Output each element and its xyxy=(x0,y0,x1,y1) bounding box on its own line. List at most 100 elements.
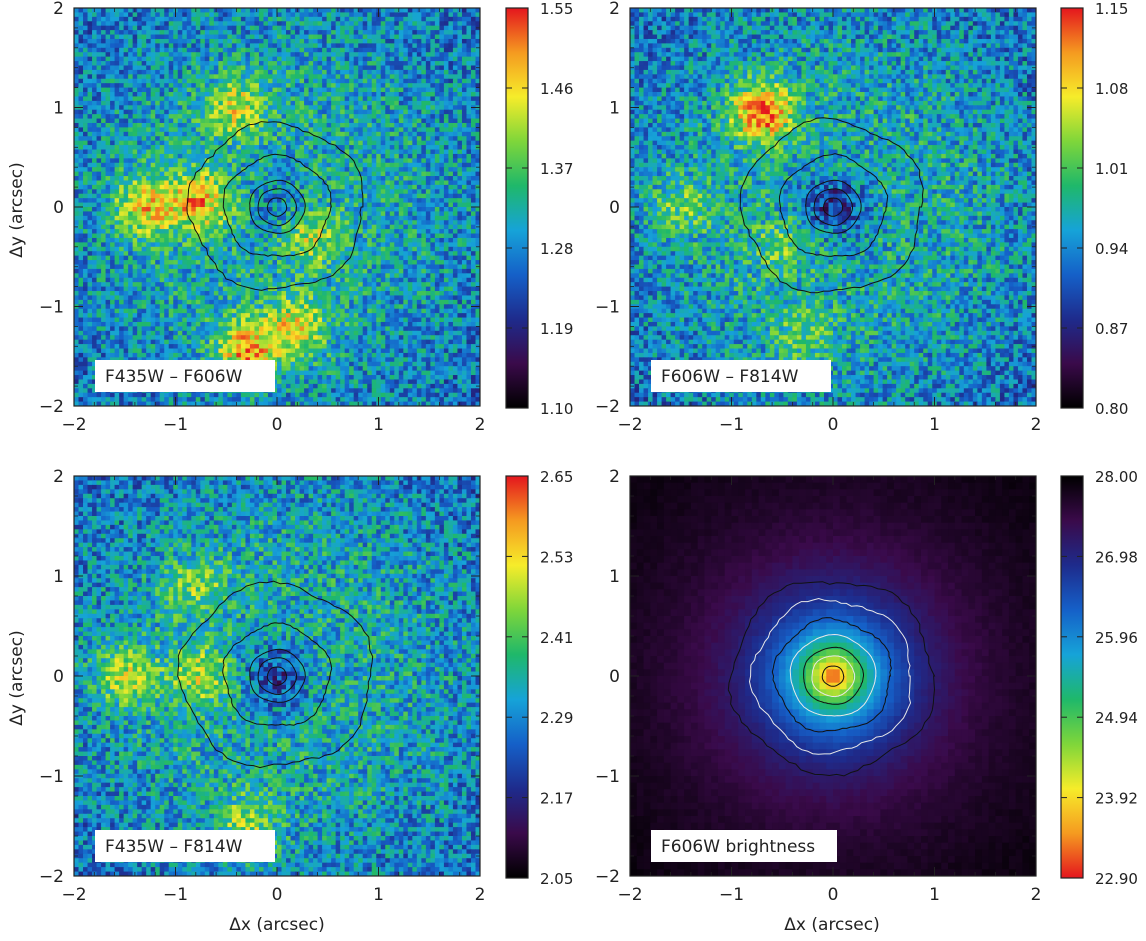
map-cell xyxy=(398,61,404,67)
map-cell xyxy=(443,83,450,89)
map-cell xyxy=(236,25,242,31)
map-cell xyxy=(434,215,440,221)
map-cell xyxy=(398,122,404,128)
map-cell xyxy=(200,105,206,111)
map-cell xyxy=(421,92,427,98)
map-cell xyxy=(371,114,377,120)
map-cell xyxy=(168,189,174,195)
map-cell xyxy=(407,167,413,173)
map-cell xyxy=(227,87,233,93)
map-cell xyxy=(466,215,472,221)
map-cell xyxy=(475,109,480,115)
map-cell xyxy=(209,140,215,146)
map-cell xyxy=(227,47,233,53)
map-cell xyxy=(313,198,319,204)
map-cell xyxy=(240,220,247,226)
map-cell xyxy=(277,189,283,195)
map-cell xyxy=(231,87,237,93)
map-cell xyxy=(412,105,418,111)
map-cell xyxy=(353,87,359,93)
map-cell xyxy=(258,105,265,111)
map-cell xyxy=(475,220,480,226)
map-cell xyxy=(96,12,102,18)
map-cell xyxy=(403,198,409,204)
map-cell xyxy=(119,34,125,40)
map-cell xyxy=(448,83,454,89)
map-cell xyxy=(177,211,183,217)
map-cell xyxy=(475,34,480,40)
map-cell xyxy=(150,34,156,40)
map-cell xyxy=(137,34,143,40)
map-cell xyxy=(439,184,445,190)
map-cell xyxy=(114,224,120,230)
map-cell xyxy=(398,171,404,177)
map-cell xyxy=(425,242,431,248)
map-cell xyxy=(272,198,278,204)
map-cell xyxy=(209,78,215,84)
map-cell xyxy=(74,74,80,80)
map-cell xyxy=(475,180,480,186)
map-cell xyxy=(308,122,314,128)
map-cell xyxy=(434,189,440,195)
map-cell xyxy=(299,198,305,204)
map-cell xyxy=(213,171,219,177)
map-cell xyxy=(150,114,156,120)
map-cell xyxy=(295,131,301,137)
map-cell xyxy=(434,202,440,208)
map-cell xyxy=(267,162,274,168)
map-cell xyxy=(146,184,152,190)
map-cell xyxy=(344,21,350,27)
map-cell xyxy=(186,114,192,120)
map-cell xyxy=(281,149,287,155)
map-cell xyxy=(128,25,134,31)
map-cell xyxy=(177,153,183,159)
map-cell xyxy=(128,176,134,182)
map-cell xyxy=(376,193,382,199)
map-cell xyxy=(344,211,350,217)
map-cell xyxy=(425,56,431,62)
map-cell xyxy=(380,246,386,252)
map-cell xyxy=(182,176,188,182)
map-cell xyxy=(141,25,147,31)
map-cell xyxy=(380,74,386,80)
map-cell xyxy=(78,162,84,168)
map-cell xyxy=(281,65,287,71)
map-cell xyxy=(425,145,431,151)
map-cell xyxy=(132,202,138,208)
map-cell xyxy=(200,47,206,53)
map-cell xyxy=(443,21,450,27)
map-cell xyxy=(398,149,404,155)
map-cell xyxy=(376,207,382,213)
map-cell xyxy=(164,74,170,80)
map-cell xyxy=(286,38,292,44)
map-cell xyxy=(78,176,84,182)
map-cell xyxy=(110,220,116,226)
map-cell xyxy=(430,69,436,75)
map-cell xyxy=(349,100,355,106)
map-cell xyxy=(83,167,89,173)
map-cell xyxy=(407,237,413,243)
map-cell xyxy=(299,233,305,239)
map-cell xyxy=(254,136,260,142)
map-cell xyxy=(119,16,125,22)
map-cell xyxy=(470,145,477,151)
map-cell xyxy=(101,220,107,226)
map-cell xyxy=(277,47,283,53)
map-cell xyxy=(443,149,450,155)
map-cell xyxy=(249,8,256,14)
map-cell xyxy=(421,118,427,124)
map-cell xyxy=(412,171,418,177)
map-cell xyxy=(249,12,256,18)
map-cell xyxy=(452,47,459,53)
map-cell xyxy=(141,180,147,186)
map-cell xyxy=(78,153,84,159)
map-cell xyxy=(421,184,427,190)
map-cell xyxy=(371,92,377,98)
map-cell xyxy=(105,171,111,177)
map-cell xyxy=(461,69,468,75)
map-cell xyxy=(236,211,242,217)
map-cell xyxy=(439,56,445,62)
map-cell xyxy=(349,220,355,226)
map-cell xyxy=(195,122,201,128)
map-cell xyxy=(389,118,395,124)
